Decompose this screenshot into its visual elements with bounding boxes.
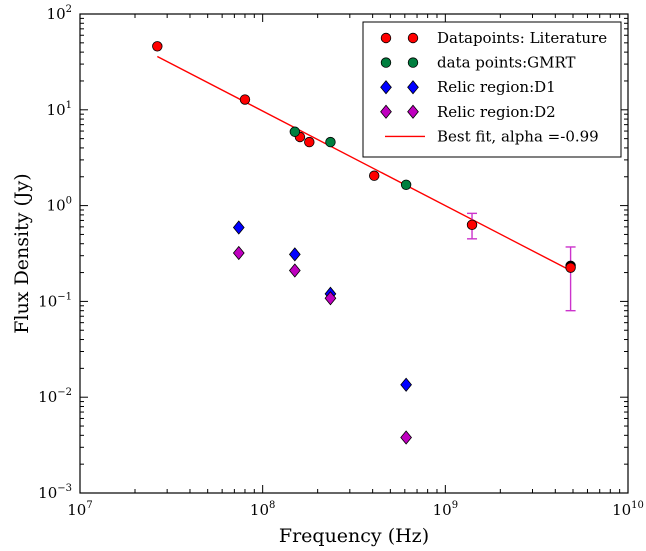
legend-label: data points:GMRT [437, 54, 576, 72]
y-tick-label-base: 10 [47, 101, 66, 119]
y-tick-label: 10−1 [38, 291, 72, 310]
x-tick-label: 109 [433, 500, 458, 519]
y-tick-label-base: 10 [38, 388, 57, 406]
data-point-series-3 [400, 377, 412, 392]
x-tick-label: 1010 [612, 500, 644, 519]
data-point-series-3 [288, 247, 301, 262]
data-point-series-2 [325, 136, 336, 148]
y-tick-label: 101 [47, 100, 72, 119]
data-point-series-2 [289, 126, 301, 137]
legend-marker [380, 57, 392, 68]
y-tick-label: 10−3 [38, 483, 72, 502]
y-tick-label-exponent: −2 [57, 387, 72, 398]
data-point-series-1 [152, 41, 163, 52]
x-tick-label-exponent: 9 [452, 500, 458, 511]
data-point-series-1 [239, 94, 251, 105]
y-tick-label-base: 10 [47, 5, 66, 23]
data-point-series-1 [304, 136, 315, 148]
y-tick-label: 100 [47, 196, 72, 215]
y-tick-label-base: 10 [38, 484, 57, 502]
legend-marker [380, 104, 392, 119]
x-tick-label-base: 10 [67, 501, 86, 519]
x-tick-label: 108 [250, 500, 275, 519]
y-axis-label: Flux Density (Jy) [11, 173, 33, 333]
legend-label: Best fit, alpha =-0.99 [437, 127, 599, 145]
legend: Datapoints: Literature data points:GMRT Re… [362, 21, 622, 158]
x-tick-label-exponent: 8 [269, 500, 275, 511]
data-point-series-4 [288, 263, 301, 278]
y-tick-label-base: 10 [38, 292, 57, 310]
data-point-series-2 [400, 179, 412, 190]
x-tick-label-exponent: 7 [86, 500, 92, 511]
data-point-series-4 [400, 430, 412, 445]
x-axis-label: Frequency (Hz) [279, 525, 429, 547]
y-tick-label-exponent: −1 [57, 291, 72, 302]
legend-box [362, 21, 622, 158]
x-tick-label-base: 10 [612, 501, 631, 519]
x-tick-label-base: 10 [433, 501, 452, 519]
x-tick-label-base: 10 [250, 501, 269, 519]
y-tick-label-exponent: 2 [66, 4, 72, 15]
legend-entry: Relic region:D2 [380, 103, 556, 121]
data-point-series-4 [232, 245, 245, 261]
legend-label: Datapoints: Literature [437, 29, 607, 47]
legend-entry: Relic region:D1 [380, 78, 556, 96]
legend-marker [407, 32, 419, 44]
data-point-series-1 [565, 262, 576, 273]
data-point-series-4 [324, 291, 337, 306]
legend-marker [407, 80, 419, 95]
legend-entry: Datapoints: Literature [380, 29, 607, 47]
best-fit-line [156, 55, 571, 272]
legend-label: Relic region:D2 [437, 103, 556, 121]
y-tick-label-exponent: 1 [66, 100, 72, 111]
legend-entry: Best fit, alpha =-0.99 [385, 127, 599, 145]
y-tick-label: 102 [47, 4, 72, 23]
y-tick-label-base: 10 [47, 197, 66, 215]
data-point-series-1 [369, 170, 380, 181]
x-tick-label: 107 [67, 500, 92, 519]
y-tick-label-exponent: −3 [57, 483, 72, 494]
y-tick-label-exponent: 0 [66, 196, 72, 207]
legend-marker [407, 104, 419, 119]
legend-label: Relic region:D1 [437, 78, 556, 96]
x-tick-label-exponent: 10 [631, 500, 644, 511]
data-point-series-3 [232, 220, 245, 235]
legend-entry: data points:GMRT [380, 54, 576, 72]
y-tick-label: 10−2 [38, 387, 72, 406]
data-point-series-1 [466, 219, 478, 231]
legend-marker [407, 57, 419, 68]
fit-layer [156, 55, 571, 272]
plot-frame [79, 13, 629, 494]
marker-layer [152, 41, 576, 445]
legend-marker [380, 80, 392, 95]
legend-marker [380, 32, 392, 44]
